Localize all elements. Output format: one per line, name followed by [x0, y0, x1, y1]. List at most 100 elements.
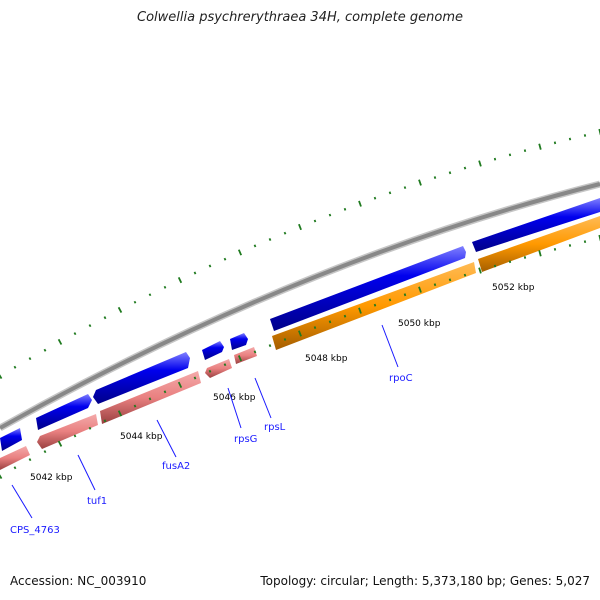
scale-tick: [0, 474, 3, 480]
leader-tuf1: [77, 454, 96, 491]
accession-text: Accession: NC_003910: [10, 574, 147, 588]
gene-label-rpoC[interactable]: rpoC: [389, 373, 413, 384]
scale-tick: [268, 344, 272, 348]
scale-tick: [343, 314, 347, 318]
gene-cps4763-reverse[interactable]: [0, 446, 30, 470]
reverse-genes: [0, 347, 257, 470]
gene-tuf1-reverse[interactable]: [37, 414, 98, 449]
scale-tick: [553, 247, 557, 251]
gene-tuf1-forward[interactable]: [36, 394, 92, 430]
outer-ring-tick: [148, 293, 152, 297]
outer-ring-tick: [73, 332, 77, 336]
gene-rpoC-downstream-forward[interactable]: [472, 198, 600, 252]
outer-ring-tick: [583, 134, 587, 137]
scale-tick: [403, 293, 407, 297]
outer-ring-tick: [508, 153, 512, 157]
scale-tick: [388, 298, 392, 302]
outer-ring-tick: [88, 324, 92, 328]
outer-ring-tick: [523, 149, 527, 153]
gene-label-leaders: [11, 324, 399, 519]
outer-ring-tick: [177, 277, 183, 284]
scale-tick: [478, 267, 482, 274]
gene-rpoC-downstream-reverse[interactable]: [478, 216, 600, 272]
gene-label-rpsG[interactable]: rpsG: [234, 434, 257, 445]
outer-ring-tick: [433, 176, 437, 179]
outer-ring-tick: [103, 316, 107, 320]
scale-ticks: [0, 234, 600, 480]
scale-tick: [568, 244, 572, 247]
scale-tick: [193, 376, 197, 380]
outer-ring-tick: [448, 171, 452, 175]
outer-ring-tick: [568, 137, 572, 141]
outer-ring-tick: [388, 191, 392, 195]
outer-ring-tick: [373, 196, 377, 200]
gene-label-rpsL[interactable]: rpsL: [264, 422, 286, 433]
gene-fusA2-forward[interactable]: [93, 352, 190, 404]
scale-tick: [313, 326, 317, 330]
gene-fusA2-reverse[interactable]: [100, 371, 201, 424]
scale-label-5052: 5052 kbp: [492, 283, 535, 293]
outer-ring-tick: [253, 244, 257, 248]
scale-tick: [13, 466, 17, 470]
outer-ring-tick: [343, 207, 347, 211]
scale-tick: [117, 410, 123, 417]
scale-label-5050: 5050 kbp: [398, 319, 441, 329]
scale-label-5046: 5046 kbp: [213, 393, 256, 403]
gene-rpoC-reverse[interactable]: [272, 262, 476, 350]
scale-label-5042: 5042 kbp: [30, 473, 73, 483]
scale-labels: 5042 kbp 5044 kbp 5046 kbp 5048 kbp 5050…: [30, 283, 535, 483]
gene-rpsL-forward[interactable]: [230, 333, 248, 350]
gene-rpsG-forward[interactable]: [202, 341, 224, 360]
gene-label-fusA2[interactable]: fusA2: [162, 461, 190, 472]
gene-cps4763-forward[interactable]: [0, 428, 22, 451]
scale-tick: [493, 264, 497, 268]
scale-tick: [43, 450, 47, 454]
scale-tick: [373, 303, 377, 307]
scale-tick: [88, 426, 92, 430]
outer-ring-tick: [193, 271, 197, 275]
scale-tick: [57, 440, 63, 447]
outer-ring-tick: [57, 338, 63, 345]
scale-tick: [508, 260, 512, 264]
gene-rpsG-reverse[interactable]: [205, 359, 232, 378]
gene-label-tuf1[interactable]: tuf1: [87, 496, 107, 507]
outer-ring-tick: [328, 213, 332, 217]
forward-genes: [0, 198, 600, 451]
scale-tick: [253, 350, 257, 354]
outer-ring-tick: [463, 166, 467, 170]
scale-tick: [358, 307, 362, 314]
scale-tick: [283, 338, 287, 341]
scale-tick: [538, 250, 542, 257]
outer-ring-tick: [223, 257, 227, 261]
scale-tick: [208, 369, 212, 373]
outer-ring-tick: [538, 143, 542, 150]
outer-ring-tick: [418, 179, 422, 186]
outer-ring-tick: [283, 231, 287, 235]
genome-backbone-line: [0, 182, 600, 430]
outer-ring-tick: [28, 357, 32, 361]
outer-ring-tick: [208, 264, 212, 268]
scale-tick: [448, 278, 452, 282]
outer-ring-tick: [358, 200, 362, 207]
scale-tick: [133, 404, 137, 408]
gene-label-cps4763[interactable]: CPS_4763: [10, 525, 60, 536]
scale-tick: [28, 458, 32, 462]
outer-ring-tick: [553, 141, 557, 145]
outer-ring-tick: [0, 374, 3, 380]
scale-label-5048: 5048 kbp: [305, 354, 348, 364]
outer-ring-tick: [237, 249, 243, 256]
gene-rpsL-reverse[interactable]: [234, 347, 257, 364]
scale-tick: [583, 240, 587, 244]
gene-rpoC-upstream-forward[interactable]: [270, 246, 466, 331]
scale-tick: [463, 273, 467, 277]
outer-ring-tick: [268, 238, 272, 241]
scale-tick: [298, 330, 302, 337]
scale-tick: [148, 397, 152, 401]
scale-tick: [177, 381, 183, 388]
outer-ring-tick: [478, 160, 482, 167]
rpoC-genes: [272, 216, 600, 350]
leader-fusA2: [156, 419, 177, 458]
leader-rpsG: [227, 387, 242, 429]
outer-dotted-ring: [0, 128, 600, 380]
